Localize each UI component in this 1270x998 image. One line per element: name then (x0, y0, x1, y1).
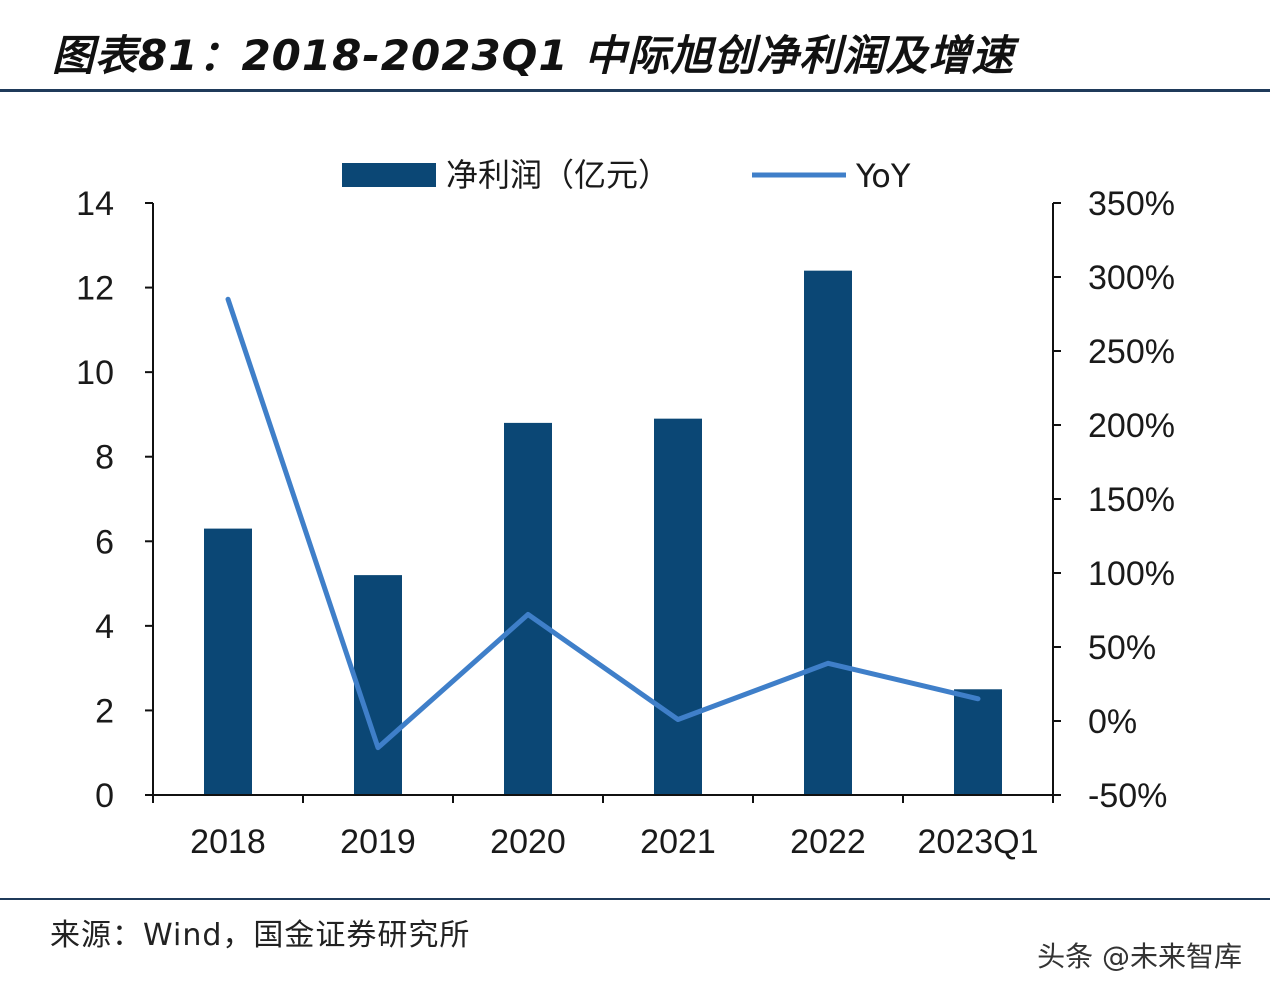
x-tick-label: 2018 (190, 823, 266, 861)
yoy-point-2018 (226, 297, 230, 301)
left-tick-label: 0 (95, 777, 114, 815)
title-divider (0, 89, 1270, 92)
x-tick-label: 2019 (340, 823, 416, 861)
yoy-point-2023q1 (976, 697, 980, 701)
x-tick-label: 2021 (640, 823, 716, 861)
right-tick-label: 300% (1088, 259, 1175, 297)
source-note: 来源：Wind，国金证券研究所 (50, 918, 471, 953)
right-tick-label: 200% (1088, 407, 1175, 445)
right-tick-label: 0% (1088, 703, 1137, 741)
line-series (225, 296, 981, 751)
left-tick-label: 2 (95, 692, 114, 730)
left-tick-label: 8 (95, 439, 114, 477)
right-tick-label: 100% (1088, 555, 1175, 593)
bar-2023q1 (954, 689, 1002, 795)
yoy-point-2021 (676, 718, 680, 722)
left-tick-label: 4 (95, 608, 114, 646)
bar-2019 (354, 575, 402, 795)
left-tick-label: 10 (76, 354, 114, 392)
watermark: 头条 @未来智库 (1037, 940, 1242, 973)
source-divider (0, 898, 1270, 900)
yoy-point-2020 (526, 612, 530, 616)
legend-label-yoy: YoY (855, 157, 911, 195)
right-tick-label: 50% (1088, 629, 1156, 667)
bar-2022 (804, 270, 852, 796)
left-tick-label: 6 (95, 523, 114, 561)
chart-title: 图表81：2018-2023Q1 中际旭创净利润及增速 (52, 31, 1015, 80)
right-tick-label: 350% (1088, 185, 1175, 223)
bar-2018 (204, 528, 252, 795)
x-tick-label: 2023Q1 (918, 823, 1039, 861)
x-tick-label: 2022 (790, 823, 866, 861)
axes: 0 2 4 6 8 10 12 14 -50% 0% 50% 100% 150% 200% 250% 300%… (76, 185, 1175, 861)
right-tick-label: 250% (1088, 333, 1175, 371)
yoy-point-2022 (826, 661, 830, 665)
left-tick-label: 14 (76, 185, 114, 223)
yoy-line (225, 296, 981, 751)
legend: 净利润（亿元） YoY (342, 156, 911, 195)
x-tick-label: 2020 (490, 823, 566, 861)
bar-2021 (654, 418, 702, 795)
yoy-point-2019 (376, 746, 380, 750)
left-tick-label: 12 (76, 270, 114, 308)
bar-2020 (504, 422, 552, 795)
right-tick-label: -50% (1088, 777, 1167, 815)
legend-label-net-profit: 净利润（亿元） (446, 156, 670, 194)
right-tick-label: 150% (1088, 481, 1175, 519)
legend-swatch-net-profit (342, 163, 436, 187)
bar-series (204, 270, 1002, 796)
